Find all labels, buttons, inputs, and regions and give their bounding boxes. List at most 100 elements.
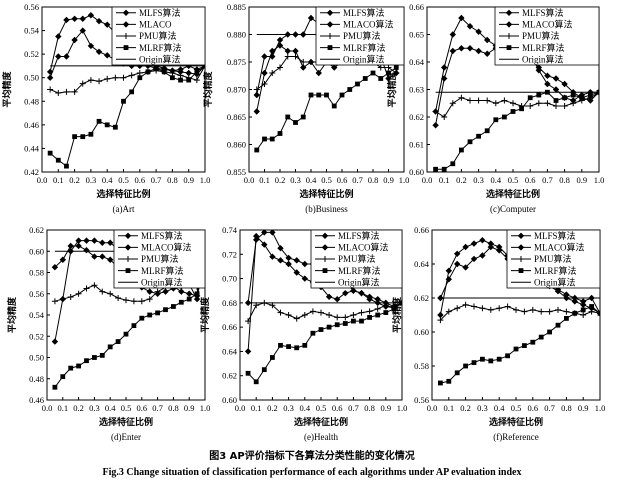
data-point: [55, 53, 62, 60]
x-tick-label: 0.9: [380, 403, 391, 413]
y-tick-label: 0.44: [24, 143, 40, 153]
data-point: [458, 14, 465, 22]
data-point: [96, 118, 102, 124]
legend-marker: [327, 45, 333, 50]
data-point: [466, 45, 474, 52]
data-point: [95, 17, 103, 25]
figure-caption-en: Fig.3 Change situation of classification…: [102, 467, 522, 478]
y-tick-label: 0.865: [227, 112, 246, 122]
data-point: [261, 241, 268, 248]
data-point: [79, 80, 86, 87]
data-point: [107, 290, 114, 297]
legend-label: MLFS算法: [343, 7, 385, 18]
legend-label: MLRF算法: [534, 265, 577, 276]
data-point: [366, 308, 373, 315]
x-tick-label: 0.8: [559, 175, 570, 185]
data-point: [55, 33, 62, 40]
data-point: [513, 346, 519, 352]
y-tick-label: 0.62: [414, 293, 429, 303]
data-point: [269, 230, 276, 236]
x-tick-label: 1.0: [595, 403, 606, 413]
data-point: [479, 305, 486, 312]
data-point: [99, 239, 106, 246]
data-point: [446, 378, 452, 384]
data-point: [358, 309, 365, 316]
legend-marker: [326, 9, 334, 16]
data-point: [51, 263, 59, 271]
x-axis-label: 选择特征比例: [486, 188, 540, 200]
data-point: [449, 47, 456, 55]
data-point: [285, 312, 292, 318]
data-point: [370, 70, 376, 76]
data-point: [91, 282, 98, 289]
legend-label: MLRF算法: [522, 42, 565, 53]
data-point: [178, 299, 184, 305]
chart-3: 0.0 0.1 0.2 0.3 0.4 0.5 0.6 0.7 0.8 0.9 1.00.600.6…: [386, 2, 604, 214]
y-axis-label: 平均精度: [6, 296, 18, 333]
y-tick-label: 0.64: [409, 57, 425, 67]
data-point: [588, 308, 595, 315]
data-point: [284, 53, 291, 60]
data-point: [120, 74, 127, 81]
data-point: [277, 257, 284, 264]
data-point: [318, 327, 324, 332]
x-tick-label: 0.1: [443, 403, 454, 413]
data-point: [510, 100, 516, 107]
y-tick-label: 0.48: [29, 374, 44, 384]
y-tick-label: 0.60: [29, 246, 44, 256]
x-tick-label: 0.2: [460, 403, 471, 413]
y-tick-label: 0.58: [29, 268, 44, 278]
y-tick-label: 0.72: [222, 249, 237, 259]
x-axis-label: 选择特征比例: [96, 188, 150, 200]
series-line-4: [435, 91, 599, 170]
data-point: [476, 133, 481, 139]
x-tick-label: 0.9: [576, 175, 587, 185]
data-point: [292, 47, 299, 55]
data-point: [367, 315, 372, 320]
legend-marker: [321, 244, 329, 251]
x-tick-label: 0.9: [383, 175, 394, 185]
data-point: [553, 103, 559, 109]
data-point: [437, 311, 444, 319]
data-point: [285, 254, 292, 262]
x-tick-label: 1.0: [200, 403, 211, 413]
data-point: [92, 355, 97, 360]
data-point: [546, 308, 553, 315]
y-tick-label: 0.61: [409, 140, 424, 150]
data-point: [445, 276, 452, 283]
data-point: [300, 64, 307, 71]
y-tick-label: 0.60: [222, 395, 237, 405]
data-point: [441, 75, 448, 82]
data-point: [552, 75, 560, 82]
data-point: [572, 310, 578, 316]
y-tick-label: 0.63: [409, 85, 424, 95]
data-point: [492, 100, 499, 107]
y-tick-label: 0.855: [227, 167, 246, 177]
legend-label: Origin算法: [338, 276, 380, 287]
y-tick-label: 0.62: [409, 112, 424, 122]
data-point: [530, 339, 536, 345]
legend-marker: [506, 33, 512, 39]
data-point: [580, 298, 587, 305]
data-point: [470, 240, 478, 247]
data-point: [292, 53, 299, 60]
data-point: [355, 81, 360, 87]
x-tick-label: 0.1: [439, 175, 450, 185]
y-tick-label: 0.56: [24, 2, 39, 12]
subfigure-caption: (e)Health: [304, 432, 338, 442]
legend-marker: [506, 45, 512, 50]
data-point: [334, 296, 341, 303]
data-point: [487, 306, 494, 313]
data-point: [293, 269, 300, 276]
data-point: [458, 45, 465, 52]
data-point: [538, 334, 544, 340]
x-tick-label: 0.1: [259, 175, 270, 185]
x-tick-label: 0.8: [364, 403, 375, 413]
x-tick-label: 0.2: [267, 403, 278, 413]
x-tick-label: 0.6: [527, 403, 538, 413]
y-tick-label: 0.70: [222, 274, 237, 284]
data-point: [454, 260, 461, 268]
legend-label: MLFS算法: [522, 7, 564, 18]
data-point: [496, 356, 502, 362]
